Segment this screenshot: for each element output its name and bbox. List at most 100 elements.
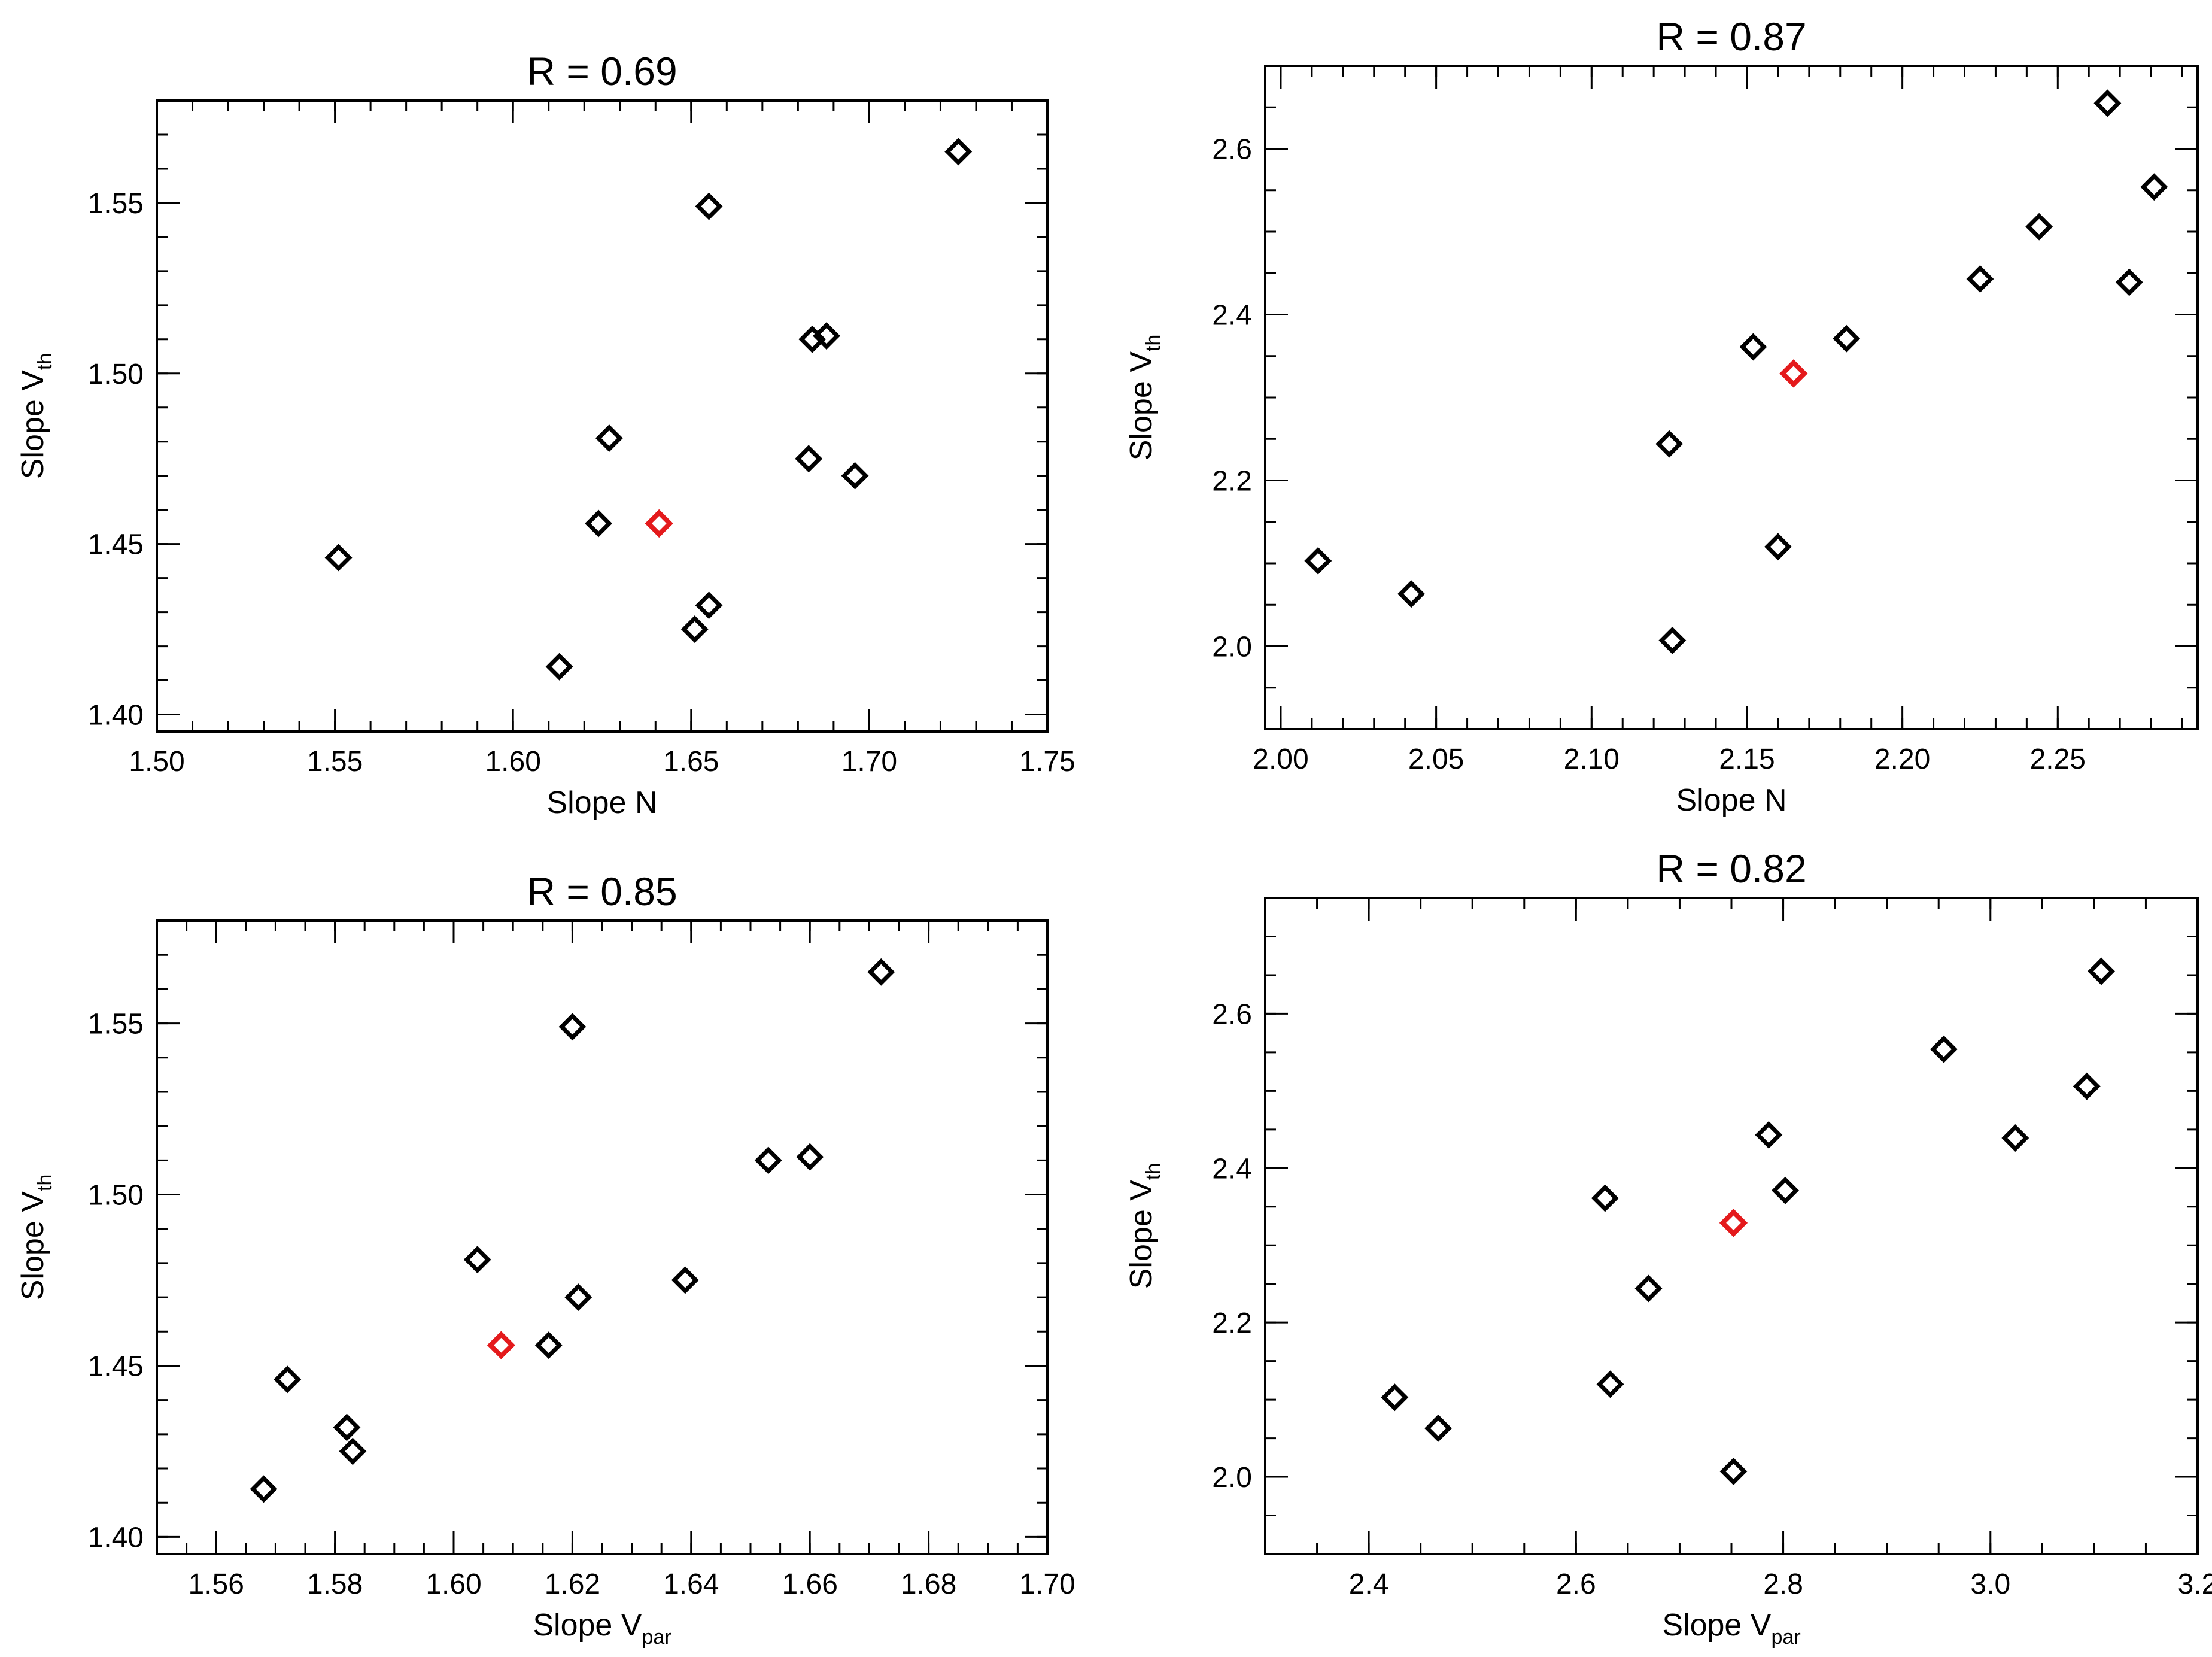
y-tick-label: 1.50 <box>88 359 144 390</box>
y-tick-label: 2.4 <box>1212 300 1252 332</box>
data-point <box>564 1283 592 1312</box>
chart-title: R = 0.82 <box>1656 846 1806 891</box>
data-point <box>695 591 723 620</box>
y-tick-label: 1.50 <box>88 1180 144 1212</box>
x-tick-label: 1.68 <box>901 1568 956 1600</box>
x-tick-label: 2.05 <box>1408 743 1464 775</box>
data-point <box>680 615 709 644</box>
data-point <box>1719 1458 1748 1485</box>
data-point <box>1397 580 1426 608</box>
y-tick-label: 2.6 <box>1212 134 1252 166</box>
x-tick-label: 1.64 <box>663 1568 719 1600</box>
plot-frame <box>1264 65 2199 730</box>
data-point <box>1381 1383 1409 1412</box>
data-point <box>2088 957 2115 985</box>
data-point <box>695 192 723 220</box>
plot-frame <box>1264 897 2199 1555</box>
data-point <box>1591 1184 1619 1212</box>
data-point <box>1634 1274 1663 1303</box>
y-axis-label: Slope Vth <box>1124 1163 1165 1289</box>
data-point <box>796 1143 824 1171</box>
data-point <box>324 544 353 572</box>
x-tick-label: 3.0 <box>1970 1568 2010 1600</box>
x-tick-label: 1.62 <box>545 1568 600 1600</box>
chart-panel-2: 2.00 2.05 2.10 2.15 2.20 2.25 2.0 2.2 2.4 2.6 R = … <box>1124 14 2199 818</box>
y-axis-label: Slope Vth <box>1124 335 1165 461</box>
y-axis-label: Slope Vth <box>16 353 56 480</box>
data-point <box>944 138 973 166</box>
x-tick-label: 1.60 <box>426 1568 481 1600</box>
y-tick-label: 2.0 <box>1212 632 1252 663</box>
x-axis-label: Slope Vpar <box>533 1608 671 1649</box>
highlighted-point <box>487 1331 516 1359</box>
plot-frame <box>156 99 1049 733</box>
chart-panel-4: 2.4 2.6 2.8 3.0 3.2 2.0 2.2 2.4 2.6 R = 0.82 Slope… <box>1124 846 2212 1649</box>
data-point <box>2001 1124 2029 1152</box>
data-point <box>339 1437 367 1465</box>
data-point <box>1739 333 1767 361</box>
y-tick-label: 2.4 <box>1212 1153 1252 1185</box>
x-tick-label: 2.10 <box>1564 743 1620 775</box>
data-point <box>671 1266 699 1294</box>
x-axis-label: Slope N <box>547 785 658 820</box>
data-point <box>798 325 827 353</box>
chart-title: R = 0.69 <box>527 49 677 93</box>
x-tick-label: 1.58 <box>307 1568 363 1600</box>
highlighted-point <box>1779 359 1808 388</box>
data-point <box>754 1146 782 1175</box>
x-tick-label: 2.00 <box>1253 743 1308 775</box>
data-point <box>274 1365 302 1394</box>
chart-panel-1: 1.50 1.55 1.60 1.65 1.70 1.75 1.40 1.45 1.50 1.55… <box>16 49 1075 820</box>
x-tick-label: 2.25 <box>2030 743 2086 775</box>
y-tick-label: 1.40 <box>88 1522 144 1553</box>
y-axis-label: Slope Vth <box>16 1175 56 1301</box>
y-tick-label: 1.45 <box>88 529 144 561</box>
y-tick-label: 2.0 <box>1212 1462 1252 1494</box>
chart-title: R = 0.87 <box>1656 14 1806 59</box>
data-point <box>2073 1072 2101 1100</box>
data-point <box>1755 1121 1783 1149</box>
y-tick-label: 2.6 <box>1212 999 1252 1030</box>
data-point <box>1304 547 1332 575</box>
x-tick-label: 2.8 <box>1763 1568 1803 1600</box>
highlighted-point <box>645 509 673 538</box>
data-point <box>558 1013 587 1041</box>
data-point <box>795 445 823 473</box>
plot-frame <box>156 919 1049 1555</box>
data-point <box>2094 89 2122 117</box>
y-tick-label: 2.2 <box>1212 1307 1252 1339</box>
x-tick-label: 1.75 <box>1019 746 1075 778</box>
x-tick-label: 3.2 <box>2178 1568 2212 1600</box>
data-point <box>1930 1035 1958 1063</box>
data-point <box>250 1475 278 1503</box>
data-point <box>595 424 623 452</box>
data-point <box>2115 268 2143 296</box>
data-point <box>813 322 840 350</box>
data-point <box>585 509 612 538</box>
x-tick-label: 1.56 <box>188 1568 244 1600</box>
y-tick-label: 2.2 <box>1212 466 1252 497</box>
data-point <box>1833 324 1861 353</box>
x-tick-label: 1.70 <box>841 746 897 778</box>
x-tick-label: 2.4 <box>1349 1568 1389 1600</box>
x-tick-label: 1.65 <box>663 746 719 778</box>
data-point <box>2140 173 2168 201</box>
x-tick-label: 1.55 <box>307 746 363 778</box>
x-tick-label: 1.70 <box>1019 1568 1075 1600</box>
y-tick-label: 1.45 <box>88 1351 144 1382</box>
data-point <box>1966 265 1994 293</box>
x-axis-label: Slope N <box>1676 783 1787 818</box>
data-point <box>545 653 573 681</box>
x-axis-label: Slope Vpar <box>1662 1608 1800 1649</box>
data-point <box>867 958 895 986</box>
data-point <box>333 1413 361 1441</box>
x-tick-label: 2.20 <box>1874 743 1930 775</box>
y-tick-label: 1.55 <box>88 1009 144 1040</box>
data-point <box>1764 533 1792 561</box>
x-tick-label: 1.66 <box>782 1568 837 1600</box>
data-point <box>1655 430 1684 458</box>
data-point <box>1772 1176 1799 1204</box>
data-point <box>2025 213 2053 241</box>
data-point <box>463 1246 491 1274</box>
